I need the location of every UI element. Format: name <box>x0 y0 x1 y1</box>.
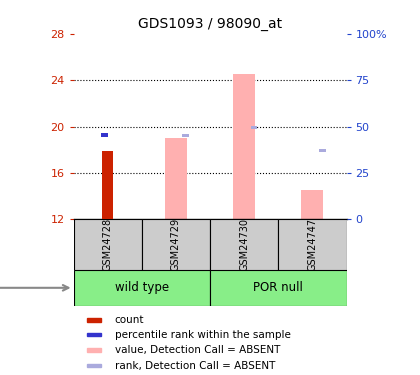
Bar <box>182 134 189 137</box>
Bar <box>210 270 346 306</box>
Bar <box>319 149 326 152</box>
Bar <box>302 190 323 219</box>
Text: wild type: wild type <box>115 281 169 294</box>
Bar <box>165 138 187 219</box>
Bar <box>233 74 255 219</box>
Bar <box>278 219 346 270</box>
Bar <box>87 318 100 321</box>
Bar <box>101 133 108 137</box>
Bar <box>87 333 100 336</box>
Text: POR null: POR null <box>253 281 303 294</box>
Text: GSM24729: GSM24729 <box>171 218 181 271</box>
Bar <box>142 219 210 270</box>
Text: GSM24730: GSM24730 <box>239 218 249 271</box>
Bar <box>251 126 257 129</box>
Text: rank, Detection Call = ABSENT: rank, Detection Call = ABSENT <box>115 360 275 370</box>
Text: percentile rank within the sample: percentile rank within the sample <box>115 330 291 339</box>
Text: value, Detection Call = ABSENT: value, Detection Call = ABSENT <box>115 345 280 355</box>
Text: GSM24728: GSM24728 <box>102 218 113 271</box>
Text: GSM24747: GSM24747 <box>307 218 318 271</box>
Bar <box>74 219 142 270</box>
Bar <box>87 348 100 352</box>
Text: count: count <box>115 315 144 325</box>
Bar <box>74 270 210 306</box>
Bar <box>210 219 278 270</box>
Title: GDS1093 / 98090_at: GDS1093 / 98090_at <box>138 17 282 32</box>
Bar <box>102 151 113 219</box>
Bar <box>87 364 100 368</box>
